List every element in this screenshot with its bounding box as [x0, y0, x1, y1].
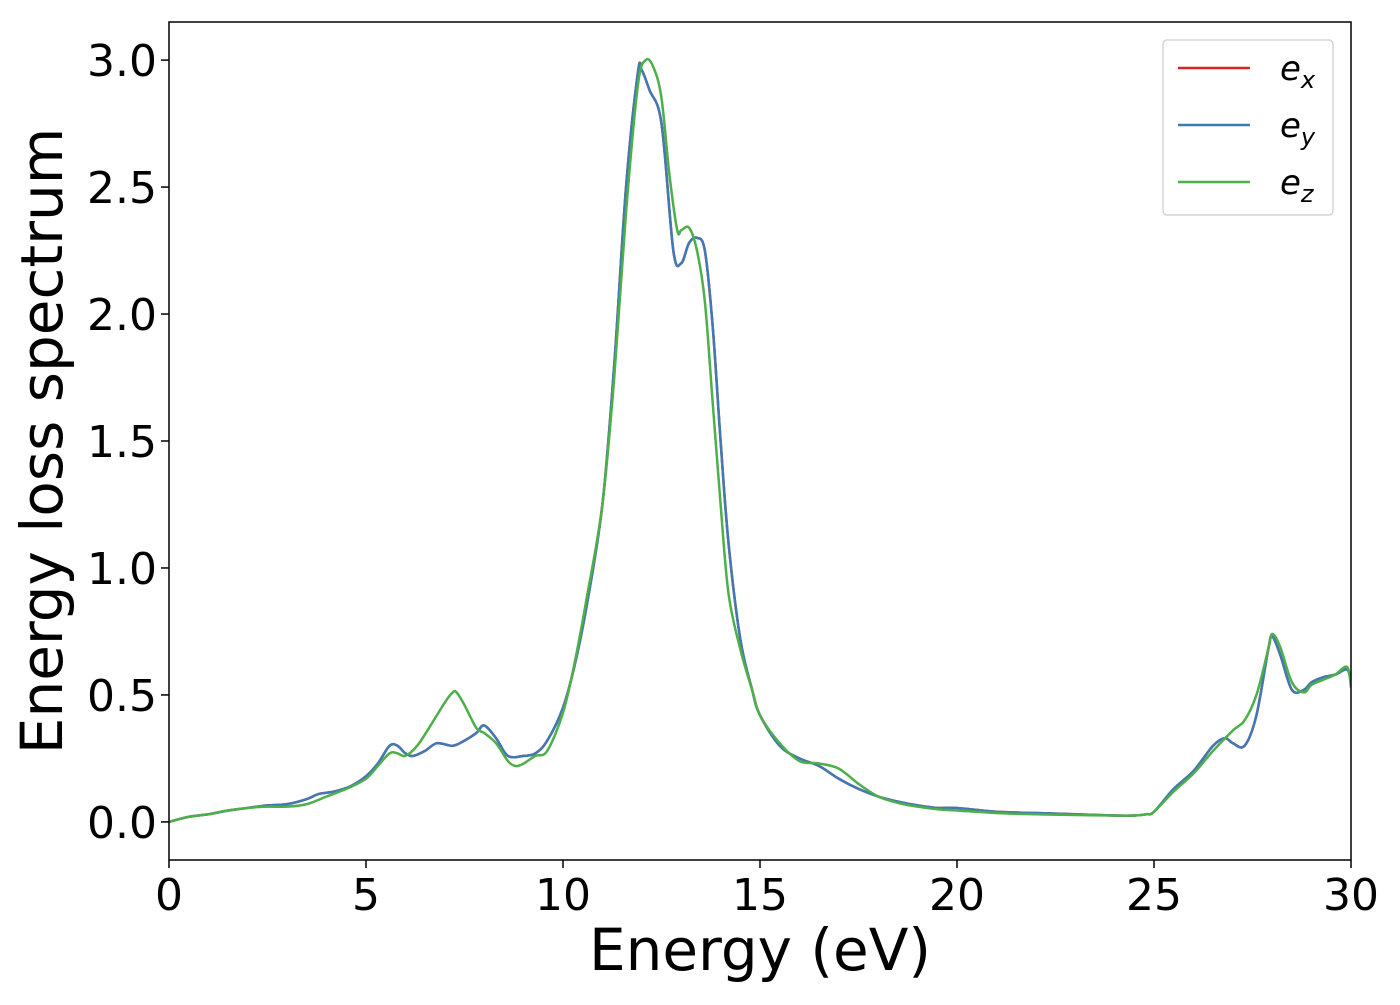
- legend-label: ex: [1280, 49, 1316, 94]
- legend-label: ez: [1280, 163, 1315, 208]
- x-axis-title: Energy (eV): [589, 916, 931, 984]
- legend-label-base: e: [1280, 106, 1301, 146]
- x-tick-label: 30: [1323, 870, 1379, 921]
- x-tick-label: 0: [155, 870, 183, 921]
- series-layer: [169, 57, 1351, 824]
- x-tick-label: 10: [535, 870, 591, 921]
- x-tick-label: 20: [929, 870, 985, 921]
- y-tick-label: 0.0: [87, 798, 157, 849]
- legend-label-subscript: x: [1300, 66, 1316, 94]
- legend-label-base: e: [1280, 163, 1301, 203]
- legend-label: ey: [1280, 106, 1316, 151]
- legend-box: [1162, 39, 1334, 216]
- legend-label-base: e: [1280, 49, 1301, 89]
- legend-label-subscript: z: [1300, 180, 1315, 208]
- y-tick-label: 2.5: [87, 163, 157, 214]
- y-tick-label: 2.0: [87, 290, 157, 341]
- y-tick-label: 1.5: [87, 417, 157, 468]
- y-axis: 0.0 0.5 1.0 1.5 2.0 2.5 3.0: [87, 36, 169, 849]
- series-line-e-z: [169, 57, 1351, 824]
- y-tick-label: 0.5: [87, 671, 157, 722]
- y-axis-title: Energy loss spectrum: [8, 128, 76, 754]
- x-tick-label: 15: [732, 870, 788, 921]
- x-tick-label: 5: [352, 870, 380, 921]
- x-tick-label: 25: [1126, 870, 1182, 921]
- y-tick-label: 3.0: [87, 36, 157, 87]
- legend-label-subscript: y: [1300, 123, 1316, 151]
- x-axis: 0 5 10 15 20 25 30: [155, 860, 1379, 921]
- y-tick-label: 1.0: [87, 544, 157, 595]
